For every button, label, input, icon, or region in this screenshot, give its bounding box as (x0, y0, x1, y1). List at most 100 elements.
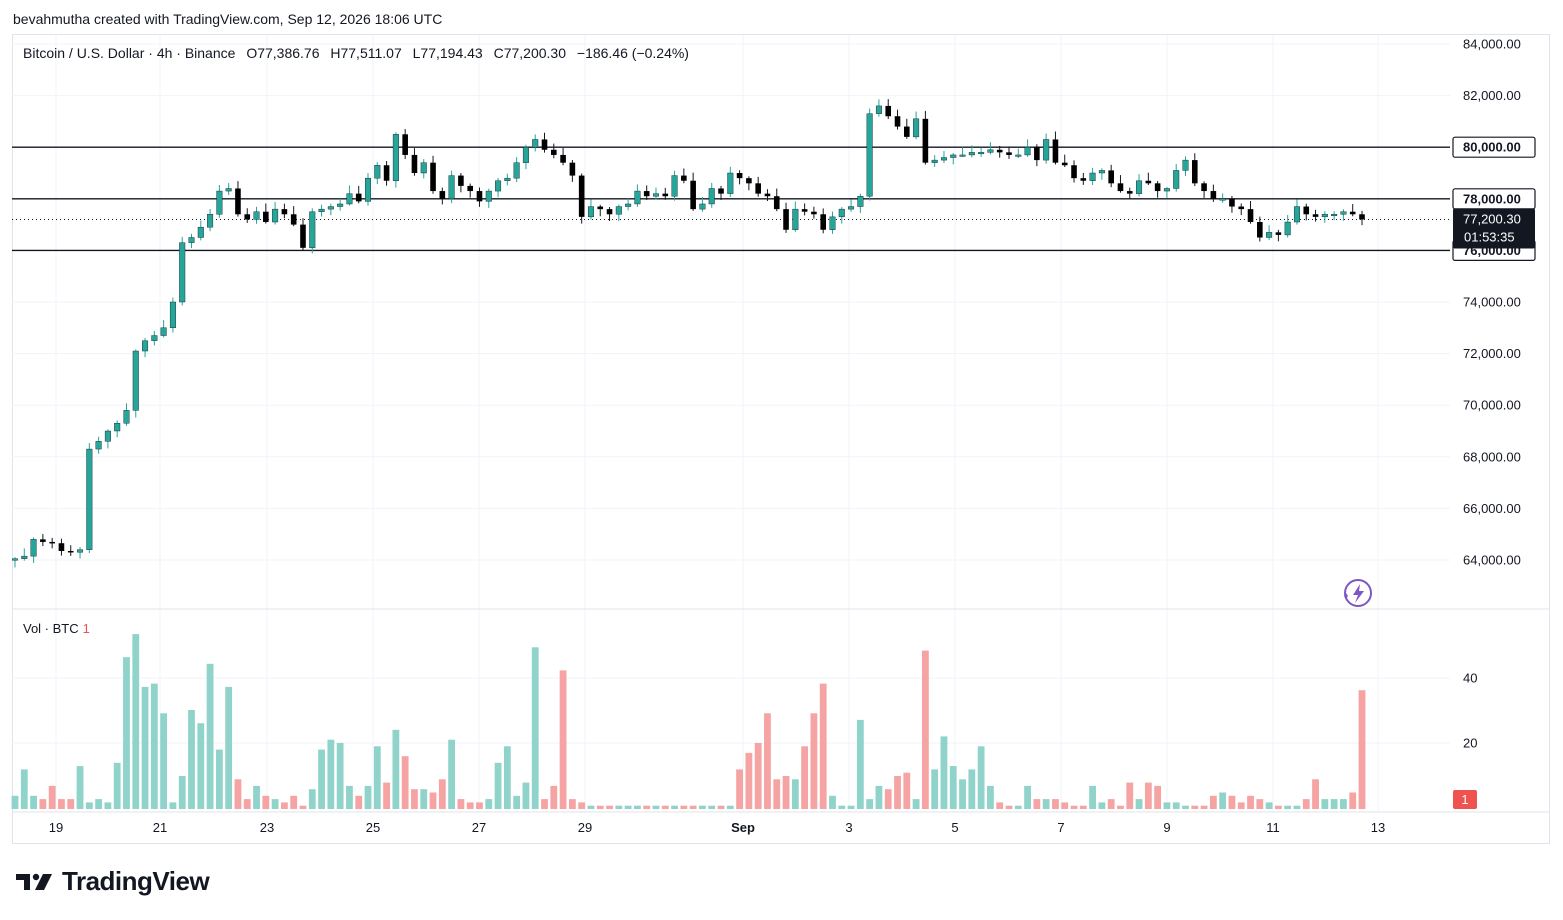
volume-bar (921, 650, 929, 809)
volume-bar (494, 762, 502, 809)
volume-tick-label: 20 (1463, 736, 1477, 751)
volume-bar (912, 799, 920, 809)
volume-bar (1293, 805, 1301, 809)
time-tick-label: 25 (366, 820, 380, 835)
volume-bar (299, 805, 307, 809)
volume-bar (364, 785, 372, 809)
close-value: C77,200.30 (493, 45, 566, 61)
candle-body (1154, 183, 1161, 192)
candle-body (1136, 180, 1143, 194)
volume-bar (1284, 805, 1292, 809)
low-value: L77,194.43 (412, 45, 483, 61)
volume-bar (308, 789, 316, 809)
candle-body (300, 224, 306, 248)
candle-body (495, 180, 502, 192)
candle-body (690, 180, 696, 210)
price-tick-label: 70,000.00 (1463, 398, 1521, 413)
volume-bar (1005, 805, 1013, 809)
candle-body (875, 105, 882, 114)
volume-bar (1107, 799, 1115, 809)
candle-body (634, 190, 641, 205)
candle-body (597, 206, 604, 210)
horizontal-levels (12, 146, 1450, 252)
volume-bar (745, 752, 753, 809)
volume-bar (234, 779, 242, 809)
candle-body (327, 206, 334, 210)
volume-bar (355, 795, 363, 809)
candle-body (11, 558, 18, 561)
bolt-icon[interactable] (1344, 579, 1372, 607)
time-tick-label: 19 (49, 820, 63, 835)
volume-bar (95, 799, 103, 809)
candle-body (1015, 154, 1022, 157)
symbol-label: Bitcoin / U.S. Dollar · 4h · Binance (23, 45, 236, 61)
volume-bar (829, 795, 836, 809)
tradingview-brand[interactable]: TradingView (16, 866, 210, 897)
volume-bar (959, 779, 966, 809)
candle-body (968, 152, 975, 156)
volume-bar (866, 799, 874, 809)
volume-bar (949, 766, 957, 809)
time-tick-label: 9 (1163, 820, 1170, 835)
candle-body (104, 430, 111, 442)
last-price-tag (1453, 208, 1535, 249)
candle-body (281, 209, 288, 215)
candle-body (978, 152, 985, 155)
volume-bar (996, 802, 1004, 809)
volume-bar (1014, 805, 1022, 809)
candle-body (940, 157, 947, 161)
candle-body (337, 203, 344, 207)
candle-body (1163, 188, 1170, 192)
volume-bar (875, 785, 883, 809)
volume-bar (1330, 799, 1338, 809)
candle-body (578, 175, 585, 217)
candle-body (959, 154, 966, 157)
volume-bar (20, 769, 28, 809)
candle-body (244, 214, 251, 220)
volume-bar (346, 785, 353, 809)
volume-bar (30, 795, 37, 809)
volume-bar (513, 795, 521, 809)
candle-body (1210, 191, 1217, 199)
volume-bar (67, 799, 75, 809)
volume-bar (643, 805, 651, 809)
candle-body (866, 113, 873, 197)
candle-body (551, 149, 557, 155)
candle-body (132, 350, 139, 411)
volume-bar (503, 746, 511, 809)
volume-bar (206, 663, 214, 809)
candle-body (1034, 147, 1040, 161)
volume-bar (39, 799, 47, 809)
candle-body (532, 139, 539, 148)
candle-body (1266, 232, 1273, 238)
volume-bar (48, 785, 56, 809)
candle-body (718, 188, 724, 194)
volume-bar (634, 805, 641, 809)
price-tags: 77,200.30 01:53:35 1 (1453, 208, 1535, 809)
candle-body (272, 208, 279, 223)
volume-bar (708, 805, 716, 809)
candle-body (1312, 214, 1319, 217)
candle-body (318, 208, 325, 212)
candle-body (1303, 206, 1310, 215)
volume-bar (1163, 802, 1171, 809)
volume-tag-value: 1 (1461, 792, 1468, 807)
volume-bar (578, 802, 586, 809)
volume-bar (1052, 799, 1059, 809)
volume-bar (327, 739, 335, 809)
volume-bar (522, 782, 530, 809)
candle-body (197, 226, 204, 238)
ohlc-legend: Bitcoin / U.S. Dollar · 4h · Binance O77… (23, 45, 696, 61)
volume-bar (1340, 799, 1347, 809)
volume-bar (856, 719, 864, 809)
volume-bar (894, 776, 901, 809)
candle-body (86, 448, 93, 550)
volume-bar (271, 799, 279, 809)
candle-body (309, 211, 316, 249)
volume-bar (485, 799, 493, 809)
volume-bar (1265, 802, 1273, 809)
volume-bar (1256, 799, 1264, 809)
candle-body (1238, 206, 1245, 210)
candle-body (1061, 162, 1068, 166)
